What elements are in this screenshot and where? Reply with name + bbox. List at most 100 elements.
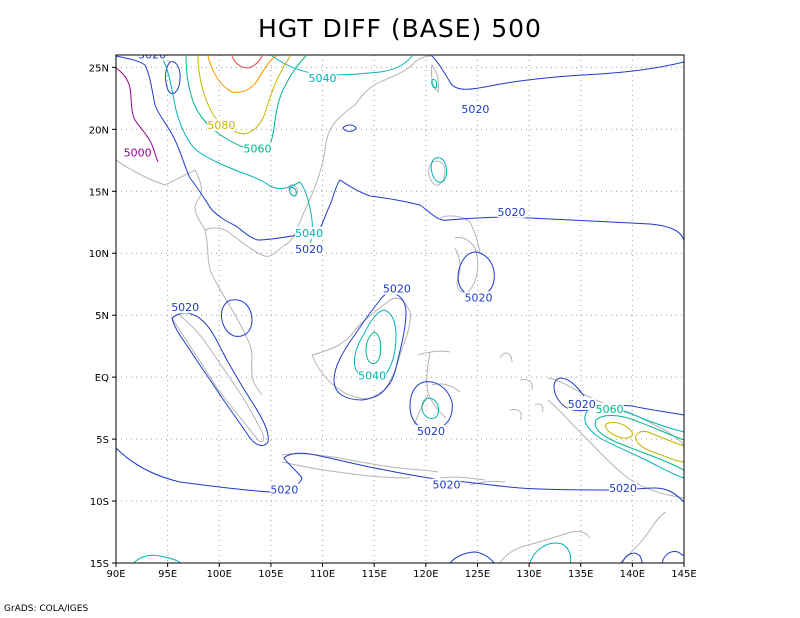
- contour-labels: 5020 5040 5020 5080 5060 5000 5020 5040 5020 5020…: [123, 48, 638, 496]
- contour-label: 5020: [383, 283, 411, 296]
- contour-5040-sulawesi: [421, 397, 439, 419]
- axis-ticks: 90E 95E 100E 105E 110E 115E 120E 125E 130E 135E 14…: [89, 63, 697, 580]
- lon-tick-label: 130E: [516, 569, 541, 580]
- lon-tick-label: 90E: [106, 569, 125, 580]
- contour-label: 5020: [295, 243, 323, 256]
- coastline-java: [281, 453, 439, 479]
- contour-label: 5040: [358, 369, 386, 382]
- contour-label: 5020: [498, 206, 526, 219]
- lon-tick-label: 100E: [207, 569, 232, 580]
- contour-label: 5060: [596, 403, 624, 416]
- lat-tick-label: 5S: [96, 435, 109, 446]
- lon-tick-label: 120E: [413, 569, 438, 580]
- contour-5020-philippines: [457, 251, 495, 296]
- contour-label-bg: [308, 72, 337, 85]
- contour-5060-borneo: [365, 331, 382, 364]
- coastline-philippines: [428, 160, 481, 293]
- contour-5020-small-north: [342, 124, 357, 132]
- contour-5060-papua: [594, 415, 684, 471]
- contour-label-bg: [461, 102, 490, 115]
- contour-5080-north: [197, 55, 291, 135]
- credit-text: GrADS: COLA/IGES: [4, 604, 89, 614]
- coastline-borneo: [311, 297, 411, 400]
- contour-label: 5020: [417, 425, 445, 438]
- contour-5020-south: [116, 447, 684, 503]
- contour-5020-malay: [221, 299, 253, 337]
- lat-tick-label: 25N: [89, 63, 109, 74]
- contour-5080-papua-inner: [605, 421, 633, 439]
- contour-label-bg: [464, 291, 493, 304]
- contour-label: 5020: [270, 483, 298, 496]
- contour-label: 5020: [138, 48, 166, 61]
- contour-5020-northeast: [431, 55, 684, 90]
- contour-label: 5040: [295, 227, 323, 240]
- contour-5020-sumatra: [171, 312, 269, 446]
- lat-tick-label: 10S: [90, 497, 109, 508]
- coastline-sulawesi: [413, 350, 461, 426]
- coastline-lesser-sunda: [439, 476, 506, 486]
- contour-label: 5020: [432, 478, 460, 491]
- lon-tick-label: 95E: [158, 569, 177, 580]
- contour-label: 5000: [124, 146, 152, 159]
- contour-label: 5060: [243, 143, 271, 156]
- contour-5040-papua: [584, 406, 684, 479]
- lat-tick-label: 20N: [89, 125, 109, 136]
- contour-label-bg: [595, 402, 624, 415]
- contour-label: 5020: [171, 301, 199, 314]
- contour-label-bg: [382, 282, 411, 295]
- page-title: HGT DIFF (BASE) 500: [258, 14, 542, 43]
- contour-label-bg: [270, 483, 299, 496]
- lon-tick-label: 140E: [620, 569, 645, 580]
- contour-label-bg: [609, 482, 638, 495]
- contour-label-bg: [295, 226, 324, 239]
- contour-5120-north: [231, 55, 263, 69]
- contour-label-bg: [497, 205, 526, 218]
- lon-tick-label: 115E: [361, 569, 386, 580]
- contour-5100-north: [207, 55, 277, 93]
- contour-label: 5080: [207, 119, 235, 132]
- contours: [116, 55, 684, 563]
- contour-label-bg: [416, 425, 445, 438]
- coastline-moluccas: [499, 352, 544, 421]
- grid-lines: [116, 55, 684, 563]
- lon-tick-label: 110E: [310, 569, 335, 580]
- contour-5040-north2: [271, 55, 413, 76]
- contour-5080-papua: [635, 431, 684, 463]
- contour-label-bg: [123, 146, 152, 159]
- lon-tick-label: 105E: [258, 569, 283, 580]
- lat-tick-label: 10N: [89, 249, 109, 260]
- lat-tick-label: 15S: [90, 559, 109, 570]
- contour-5040-north: [161, 57, 313, 246]
- contour-label-bg: [358, 369, 387, 382]
- contour-label-bg: [295, 243, 324, 256]
- lat-tick-label: 15N: [89, 187, 109, 198]
- contour-5060-north: [185, 55, 307, 153]
- lat-tick-label: EQ: [95, 373, 109, 384]
- coastline-taiwan: [431, 63, 439, 94]
- contour-5040-south: [133, 542, 572, 563]
- contour-5020-sulawesi: [409, 381, 453, 431]
- contour-label: 5020: [568, 398, 596, 411]
- contour-5020-west-ring: [165, 61, 181, 95]
- contour-5000: [116, 67, 159, 163]
- contour-label-bg: [207, 119, 236, 132]
- contour-label-bg: [567, 397, 596, 410]
- coastlines: [116, 55, 684, 563]
- contour-label-bg: [243, 142, 272, 155]
- contour-label: 5040: [309, 72, 337, 85]
- plot-frame: [115, 54, 685, 564]
- lon-tick-label: 125E: [465, 569, 490, 580]
- contour-label-bg: [171, 301, 200, 314]
- contour-5040-borneo: [353, 309, 397, 379]
- contour-label: 5020: [464, 291, 492, 304]
- contour-label-bg: [138, 55, 167, 61]
- coastline-australia: [499, 511, 667, 563]
- contour-5020-borneo: [333, 292, 407, 401]
- contour-label: 5020: [609, 482, 637, 495]
- coastline-sumatra: [171, 313, 265, 443]
- contour-label-bg: [432, 478, 461, 491]
- lat-tick-label: 5N: [95, 311, 109, 322]
- lon-tick-label: 135E: [568, 569, 593, 580]
- contour-5040-small-ph: [431, 79, 438, 89]
